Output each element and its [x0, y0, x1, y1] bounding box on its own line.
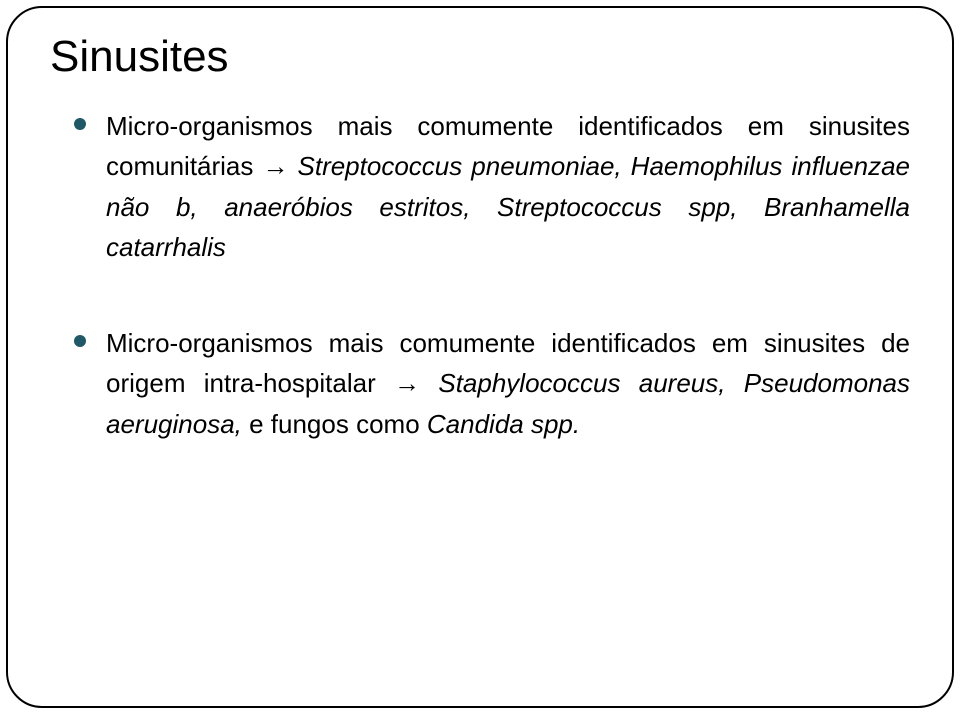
- bullet-2-tail-italic2: Candida spp.: [427, 409, 580, 439]
- arrow-icon: →: [262, 151, 288, 181]
- bullet-dot-icon: [74, 118, 86, 130]
- bullet-text-1: Micro-organismos mais comumente identifi…: [106, 106, 910, 267]
- bullet-dot-icon: [74, 335, 86, 347]
- arrow-icon: →: [394, 368, 420, 398]
- bullet-item-2: Micro-organismos mais comumente identifi…: [74, 323, 910, 444]
- bullet-item-1: Micro-organismos mais comumente identifi…: [74, 106, 910, 267]
- bullet-text-2: Micro-organismos mais comumente identifi…: [106, 323, 910, 444]
- bullet-2-tail-plain: e fungos como: [249, 409, 427, 439]
- slide-content: Sinusites Micro-organismos mais comument…: [50, 32, 910, 682]
- slide-title: Sinusites: [50, 32, 910, 82]
